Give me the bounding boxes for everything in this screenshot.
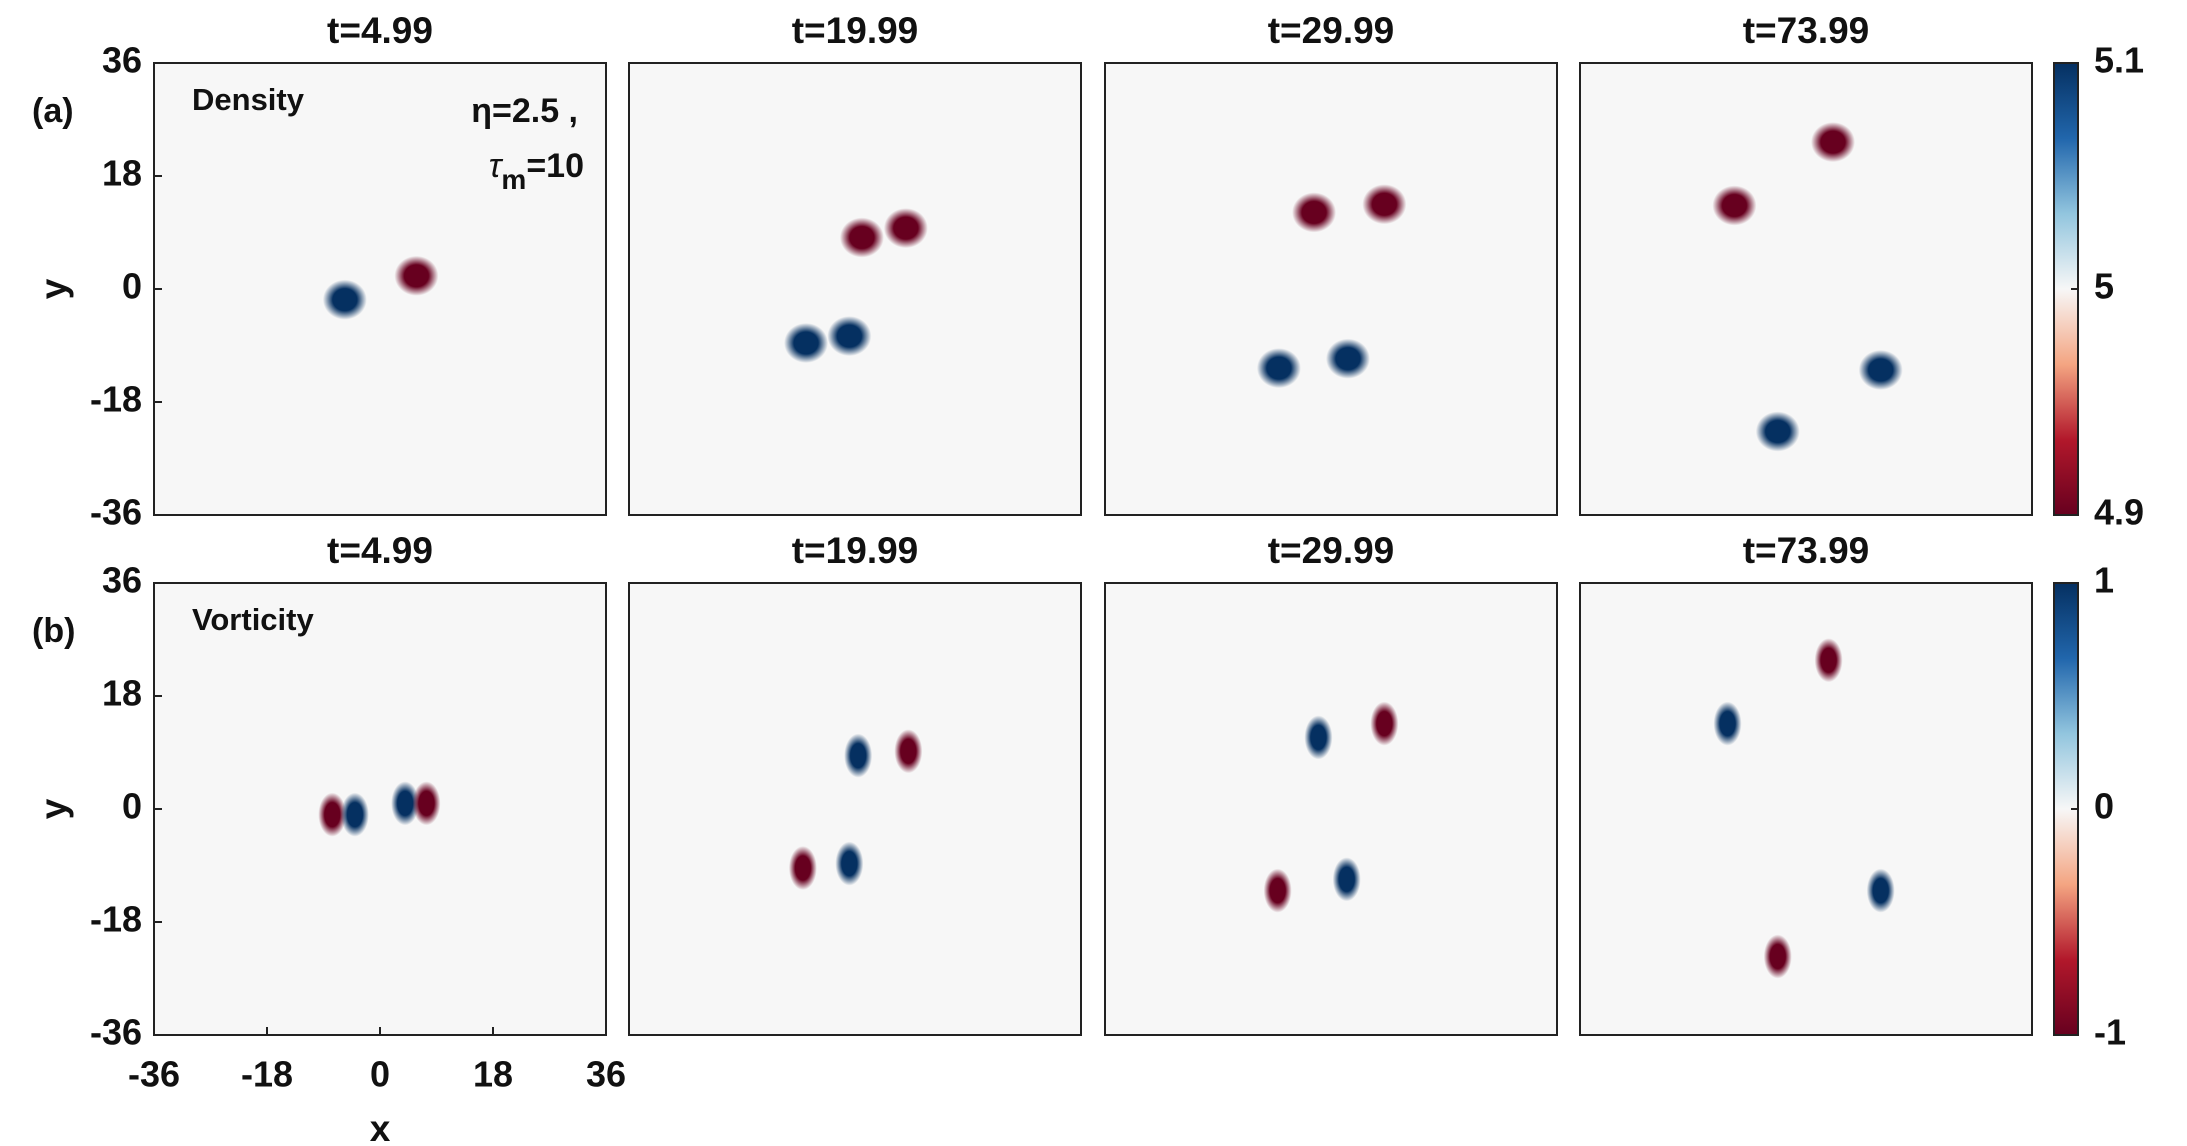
- vortex: [1763, 934, 1792, 979]
- vortex: [340, 792, 369, 837]
- vortex: [839, 217, 884, 258]
- panel-background: [629, 583, 1081, 1035]
- vortex: [844, 733, 873, 778]
- field: [1712, 122, 1903, 452]
- vortex: [1370, 701, 1399, 746]
- panel-background: [1105, 583, 1557, 1035]
- vortex: [1712, 185, 1757, 226]
- panel-title: t=29.99: [1268, 530, 1395, 571]
- y-tick-label: 0: [122, 266, 142, 307]
- x-tick-label: 0: [370, 1054, 390, 1095]
- panel-label: (a): [32, 92, 74, 130]
- vortex: [883, 208, 928, 249]
- x-tick-label: -36: [128, 1054, 180, 1095]
- colorbar-tick-label: 1: [2094, 560, 2114, 601]
- colorbar-tick-label: 4.9: [2094, 492, 2144, 533]
- panel-title: t=73.99: [1743, 10, 1870, 51]
- vortex: [1755, 411, 1800, 452]
- x-tick-label: -18: [241, 1054, 293, 1095]
- panel-frame: [1104, 582, 1558, 1036]
- colorbar-tick-label: 5.1: [2094, 40, 2144, 81]
- vortex: [412, 781, 441, 826]
- panel-frame: [628, 582, 1082, 1036]
- field-label: Density: [192, 82, 305, 117]
- symbol: τ: [489, 147, 504, 185]
- panel-background: [1580, 63, 2032, 515]
- y-tick-label: 0: [122, 786, 142, 827]
- vortex: [394, 255, 439, 296]
- vortex: [1362, 184, 1407, 225]
- panel-background: [154, 583, 606, 1035]
- vortex: [1332, 857, 1361, 902]
- panel-title: t=19.99: [792, 530, 919, 571]
- vortex: [1866, 868, 1895, 913]
- panel-background: [1580, 583, 2032, 1035]
- y-tick-label: -18: [90, 899, 142, 940]
- field: [1713, 638, 1895, 979]
- panel-title: t=19.99: [792, 10, 919, 51]
- panel-background: [154, 63, 606, 515]
- y-axis-label: y: [33, 798, 74, 819]
- y-tick-label: 36: [102, 560, 142, 601]
- y-tick-label: 18: [102, 673, 142, 714]
- colorbar-tick-label: 0: [2094, 786, 2114, 827]
- panel-frame: [628, 62, 1082, 516]
- vortex: [1325, 338, 1370, 379]
- vortex: [1858, 349, 1903, 390]
- vortex: [391, 781, 420, 826]
- vortex: [788, 846, 817, 891]
- x-tick-label: 18: [473, 1054, 513, 1095]
- subscript: m: [501, 164, 526, 195]
- panel-title: t=4.99: [327, 530, 433, 571]
- vortex: [827, 316, 872, 357]
- y-tick-label: -36: [90, 492, 142, 533]
- panel-label: (b): [32, 612, 75, 650]
- panel-title: t=73.99: [1743, 530, 1870, 571]
- panel-title: t=4.99: [327, 10, 433, 51]
- vortex: [1256, 348, 1301, 389]
- vortex: [1292, 192, 1337, 233]
- panel-frame: [1579, 582, 2033, 1036]
- vortex: [835, 841, 864, 886]
- vortex: [322, 279, 367, 320]
- vortex: [1814, 638, 1843, 683]
- panel-frame: [1104, 62, 1558, 516]
- vortex: [1304, 715, 1333, 760]
- vortex: [1263, 868, 1292, 913]
- y-axis-label: y: [33, 278, 74, 299]
- colorbar-tick-label: 5: [2094, 266, 2114, 307]
- annotation: τm=10: [489, 147, 584, 195]
- vortex: [784, 322, 829, 363]
- y-tick-label: 18: [102, 153, 142, 194]
- vortex: [1713, 701, 1742, 746]
- panel-background: [1105, 63, 1557, 515]
- x-axis-label: x: [370, 1108, 391, 1146]
- panel-background: [629, 63, 1081, 515]
- x-tick-label: 36: [586, 1054, 626, 1095]
- vortex: [1810, 122, 1855, 163]
- field: [318, 781, 441, 837]
- panel-frame: [1579, 62, 2033, 516]
- value: =10: [526, 147, 584, 185]
- vortex: [894, 729, 923, 774]
- field: [1263, 701, 1399, 913]
- vortex: [318, 792, 347, 837]
- y-tick-label: 36: [102, 40, 142, 81]
- annotation: η=2.5 ,: [471, 92, 578, 130]
- field-label: Vorticity: [192, 602, 314, 637]
- y-tick-label: -18: [90, 379, 142, 420]
- field: [788, 729, 923, 891]
- panel-title: t=29.99: [1268, 10, 1395, 51]
- field: [1256, 184, 1407, 389]
- y-tick-label: -36: [90, 1012, 142, 1053]
- field: [784, 208, 928, 363]
- colorbar-tick-label: -1: [2094, 1012, 2126, 1053]
- field: [322, 255, 439, 320]
